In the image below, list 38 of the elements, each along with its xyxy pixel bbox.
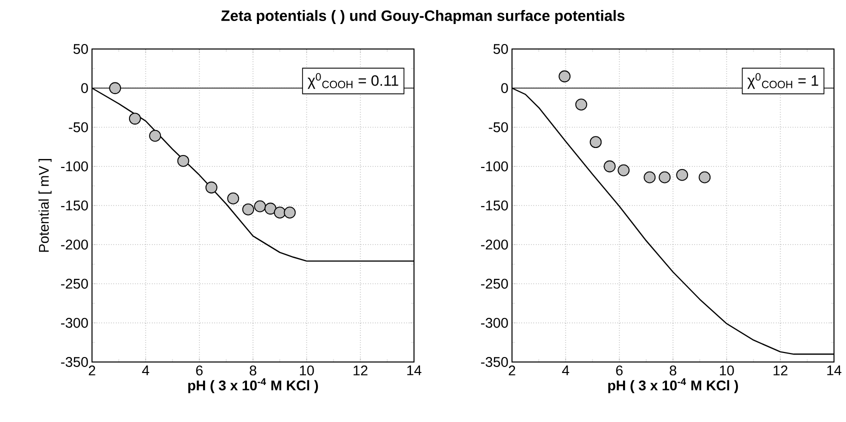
x-tick-label: 10 (300, 366, 314, 376)
x-tick-label: 8 (250, 366, 256, 376)
x-tick-label: 4 (562, 366, 570, 376)
y-tick-label: -300 (61, 318, 88, 328)
y-tick-label: -250 (481, 278, 508, 289)
y-tick-label: -300 (481, 318, 508, 328)
x-tick-label: 2 (88, 366, 96, 376)
y-tick-label: 0 (501, 83, 508, 94)
y-tick-label: -100 (481, 161, 508, 172)
x-tick-label: 12 (354, 366, 368, 376)
x-tick-label: 8 (670, 366, 676, 376)
y-tick-label: 0 (81, 83, 88, 94)
chart-title: Zeta potentials ( ) und Gouy-Chapman surface potentials (221, 10, 624, 24)
y-tick-label: -50 (68, 122, 88, 132)
y-tick-label: -200 (61, 240, 88, 250)
x-tick-label: 10 (720, 366, 734, 376)
y-tick-label: -350 (481, 357, 508, 367)
x-tick-label: 14 (407, 366, 422, 376)
y-tick-label: -50 (488, 122, 508, 132)
y-tick-label: -350 (61, 357, 88, 367)
y-tick-label: 50 (73, 44, 88, 54)
x-tick-label: 12 (774, 366, 788, 376)
x-axis-title: pH ( 3 x 10$^{-4}$ M KCl ) (188, 378, 318, 394)
x-axis-title: pH ( 3 x 10$^{-4}$ M KCl ) (608, 378, 738, 394)
y-tick-label: -150 (61, 200, 88, 210)
y-tick-label: 50 (493, 44, 508, 54)
x-tick-label: 4 (142, 366, 150, 376)
x-tick-label: 14 (827, 366, 842, 376)
y-tick-label: -100 (61, 161, 88, 172)
y-tick-label: -250 (61, 278, 88, 289)
annotation: χ$^{0}$$_{COOH}$ = 1 (747, 73, 818, 89)
y-tick-label: -200 (481, 240, 508, 250)
x-tick-label: 6 (616, 366, 623, 376)
annotation: χ$^{0}$$_{COOH}$ = 0.11 (308, 73, 398, 89)
x-tick-label: 6 (196, 366, 203, 376)
y-tick-label: -150 (481, 200, 508, 210)
x-tick-label: 2 (508, 366, 516, 376)
y-axis-title: Potential [ mV ] (38, 159, 52, 252)
